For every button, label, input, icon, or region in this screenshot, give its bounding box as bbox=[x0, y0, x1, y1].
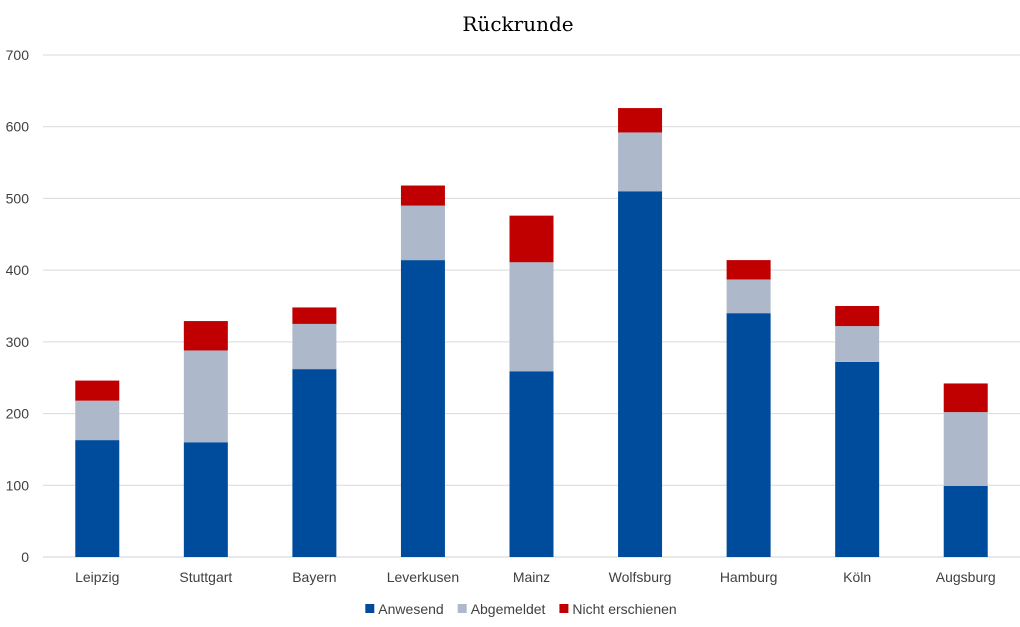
y-tick-label: 100 bbox=[6, 477, 30, 493]
bar-nicht-erschienen bbox=[835, 306, 880, 327]
bar-stack-stuttgart bbox=[183, 321, 228, 557]
bar-abgemeldet bbox=[618, 132, 663, 192]
y-tick-label: 300 bbox=[6, 334, 30, 350]
legend-label: Anwesend bbox=[378, 601, 443, 617]
bar-abgemeldet bbox=[943, 412, 988, 487]
y-axis: 0 100 200 300 400 500 600 700 bbox=[6, 47, 30, 565]
bar-anwesend bbox=[509, 371, 554, 557]
y-tick-label: 700 bbox=[6, 47, 30, 63]
bars bbox=[75, 108, 988, 557]
bar-abgemeldet bbox=[183, 350, 228, 443]
bar-abgemeldet bbox=[835, 326, 880, 362]
bar-anwesend bbox=[183, 442, 228, 557]
bar-abgemeldet bbox=[726, 279, 771, 314]
bar-nicht-erschienen bbox=[726, 260, 771, 280]
x-tick-label: Augsburg bbox=[936, 569, 996, 585]
x-tick-label: Leipzig bbox=[75, 569, 119, 585]
x-tick-label: Stuttgart bbox=[179, 569, 232, 585]
y-tick-label: 500 bbox=[6, 190, 30, 206]
bar-stack-augsburg bbox=[943, 383, 988, 557]
bar-nicht-erschienen bbox=[618, 108, 663, 133]
bar-anwesend bbox=[400, 260, 445, 557]
bar-anwesend bbox=[943, 486, 988, 557]
bar-stack-bayern bbox=[292, 307, 337, 557]
bar-nicht-erschienen bbox=[75, 380, 120, 401]
bar-anwesend bbox=[835, 361, 880, 557]
bar-anwesend bbox=[75, 440, 120, 557]
bar-abgemeldet bbox=[75, 400, 120, 441]
bar-nicht-erschienen bbox=[292, 307, 337, 324]
bar-stack-hamburg bbox=[726, 260, 771, 557]
legend-item: Nicht erschienen bbox=[559, 601, 677, 617]
chart-title: Rückrunde bbox=[462, 12, 573, 36]
bar-nicht-erschienen bbox=[183, 321, 228, 351]
x-tick-label: Wolfsburg bbox=[609, 569, 672, 585]
bar-abgemeldet bbox=[400, 205, 445, 261]
x-tick-label: Köln bbox=[843, 569, 871, 585]
legend-item: Anwesend bbox=[365, 601, 444, 617]
bar-anwesend bbox=[618, 191, 663, 557]
legend-item: Abgemeldet bbox=[457, 601, 546, 617]
bar-abgemeldet bbox=[292, 323, 337, 370]
bar-abgemeldet bbox=[509, 262, 554, 372]
y-tick-label: 0 bbox=[21, 549, 29, 565]
legend-swatch bbox=[457, 604, 467, 613]
y-tick-label: 600 bbox=[6, 119, 30, 135]
x-tick-label: Mainz bbox=[513, 569, 550, 585]
bar-stack-köln bbox=[835, 306, 880, 557]
bar-nicht-erschienen bbox=[400, 185, 445, 206]
legend-label: Abgemeldet bbox=[471, 601, 546, 617]
bar-nicht-erschienen bbox=[943, 383, 988, 413]
y-tick-label: 400 bbox=[6, 262, 30, 278]
bar-anwesend bbox=[292, 369, 337, 557]
legend: Anwesend Abgemeldet Nicht erschienen bbox=[365, 601, 677, 617]
bar-nicht-erschienen bbox=[509, 215, 554, 263]
bar-stack-mainz bbox=[509, 215, 554, 557]
bar-stack-wolfsburg bbox=[618, 108, 663, 557]
x-axis: Leipzig Stuttgart Bayern Leverkusen Mainz Wol… bbox=[75, 569, 996, 585]
bar-stack-leipzig bbox=[75, 380, 120, 557]
bar-anwesend bbox=[726, 313, 771, 557]
x-tick-label: Hamburg bbox=[720, 569, 778, 585]
bar-stack-leverkusen bbox=[400, 185, 445, 557]
x-tick-label: Leverkusen bbox=[387, 569, 459, 585]
legend-label: Nicht erschienen bbox=[572, 601, 676, 617]
y-tick-label: 200 bbox=[6, 406, 30, 422]
legend-swatch bbox=[365, 604, 375, 613]
x-tick-label: Bayern bbox=[292, 569, 336, 585]
legend-swatch bbox=[559, 604, 569, 613]
